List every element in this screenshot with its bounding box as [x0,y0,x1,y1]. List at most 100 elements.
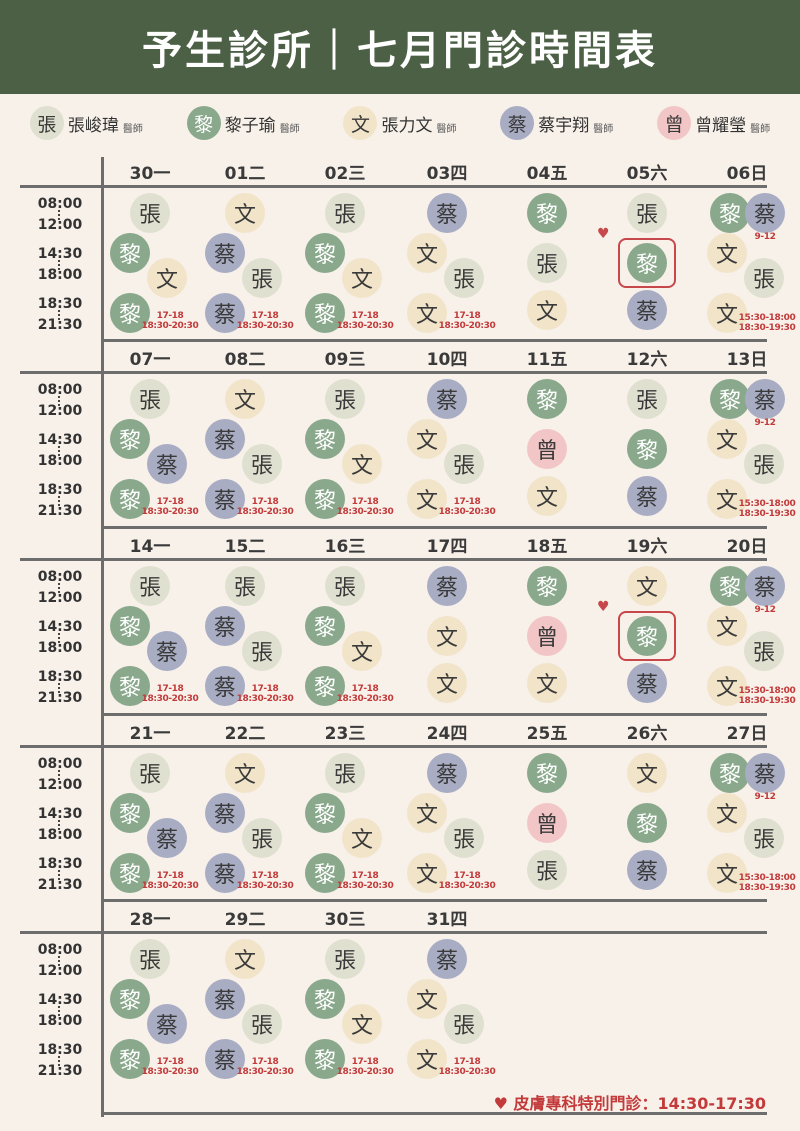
doctor-chip: 蔡 [205,233,245,273]
hours-note-line: 17-18 [453,1057,481,1067]
doctor-chip: 黎 [527,566,567,606]
slot-start: 08:00 [37,756,83,772]
doctor-chip: 黎 [305,1039,345,1079]
day-label: 01二 [224,164,266,184]
doctor-chip: 蔡 [745,566,785,606]
doctor-chip: 蔡 [147,631,187,671]
day-label: 30一 [129,164,171,184]
day-label: 03四 [426,164,468,184]
doctor-chip: 蔡 [427,753,467,793]
doctor-chip: 文 [225,939,265,979]
hours-note-line: 9-12 [754,605,776,615]
slot-start: 14:30 [37,806,83,822]
hours-note-line: 18:30-19:30 [738,696,796,706]
doctor-chip: 曾 [527,803,567,843]
day-label: 22二 [224,724,266,744]
day-label: 07一 [129,350,171,370]
special-clinic-note: ♥ 皮膚專科特別門診：14:30-17:30 [494,1090,766,1114]
doctor-title: 醫師 [750,123,771,135]
grid-line [20,558,767,561]
hours-note-line: 17-18 [251,1057,279,1067]
doctor-chip: 文 [707,293,747,333]
slot-divider [58,310,62,320]
doctor-chip: 曾 [657,106,692,140]
hours-note: 15:30-18:00 18:30-19:30 [737,873,797,893]
doctor-chip: 蔡 [627,476,667,516]
hours-note-line: 17-18 [351,1057,379,1067]
doctor-chip: 蔡 [205,793,245,833]
doctor-chip: 張 [444,444,484,484]
doctor-chip: 文 [707,479,747,519]
doctor-chip: 文 [707,606,747,646]
doctor-chip: 張 [242,444,282,484]
hours-note: 17-18 18:30-20:30 [335,1057,395,1077]
day-label: 24四 [426,724,468,744]
hours-note-line: 18:30-20:30 [236,507,294,517]
slot-end: 21:30 [37,877,83,893]
doctor-chip: 黎 [710,379,750,419]
doctor-chip: 張 [744,258,784,298]
hours-note: 17-18 18:30-20:30 [335,497,395,517]
slot-divider [58,633,62,643]
hours-note: 17-18 18:30-20:30 [140,311,200,331]
doctor-chip: 張 [325,566,365,606]
doctor-chip: 黎 [710,193,750,233]
day-label: 08二 [224,350,266,370]
doctor-chip: 黎 [710,566,750,606]
time-slot: 18:30 21:30 [20,480,100,522]
doctor-chip: 張 [325,753,365,793]
hours-note-line: 18:30-20:30 [336,321,394,331]
doctor-chip: 文 [707,419,747,459]
hours-note-line: 18:30-20:30 [438,881,496,891]
grid-line [101,899,767,902]
day-label: 26六 [626,724,668,744]
doctor-chip: 蔡 [147,818,187,858]
slot-divider [58,446,62,456]
doctor-name: 黎子瑜 [224,115,276,136]
doctor-chip: 張 [242,631,282,671]
hours-note: 17-18 18:30-20:30 [235,311,295,331]
doctor-chip: 文 [407,419,447,459]
doctor-name: 曾耀瑩 [695,115,747,136]
doctor-chip: 張 [242,818,282,858]
doctor-chip: 文 [407,979,447,1019]
doctor-chip: 文 [407,853,447,893]
doctor-chip: 黎 [527,379,567,419]
doctor-chip: 張 [242,258,282,298]
hours-note-line: 18:30-20:30 [141,1067,199,1077]
hours-note-line: 17-18 [351,497,379,507]
doctor-chip: 張 [627,379,667,419]
hours-note-line: 18:30-20:30 [141,321,199,331]
slot-start: 08:00 [37,382,83,398]
doctor-chip: 蔡 [745,379,785,419]
doctor-chip: 蔡 [205,1039,245,1079]
doctor-chip: 黎 [627,803,667,843]
day-label: 20日 [726,537,768,557]
slot-end: 12:00 [37,403,83,419]
slot-start: 08:00 [37,942,83,958]
hours-note: 9-12 [735,418,795,428]
day-label: 19六 [626,537,668,557]
doctor-chip: 文 [407,1039,447,1079]
doctor-chip: 黎 [110,979,150,1019]
slot-start: 14:30 [37,992,83,1008]
doctor-chip: 蔡 [205,666,245,706]
doctor-chip: 黎 [110,666,150,706]
doctor-chip: 黎 [305,419,345,459]
doctor-chip: 文 [707,666,747,706]
hours-note-line: 18:30-20:30 [438,507,496,517]
hours-note: 17-18 18:30-20:30 [140,1057,200,1077]
doctor-chip: 文 [342,818,382,858]
doctor-chip: 黎 [110,853,150,893]
day-label: 23三 [324,724,366,744]
doctor-chip: 文 [707,793,747,833]
day-label: 30三 [324,910,366,930]
day-label: 02三 [324,164,366,184]
doctor-chip: 黎 [627,243,667,283]
doctor-chip: 張 [527,850,567,890]
hours-note-line: 18:30-19:30 [738,509,796,519]
day-label: 13日 [726,350,768,370]
hours-note-line: 18:30-20:30 [236,694,294,704]
hours-note-line: 18:30-20:30 [141,881,199,891]
